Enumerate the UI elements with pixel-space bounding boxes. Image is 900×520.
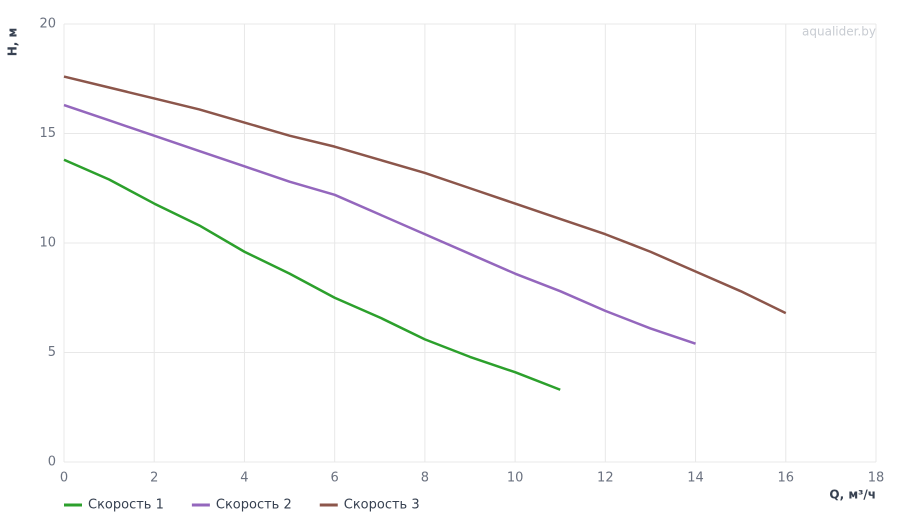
legend-label: Скорость 3: [344, 498, 420, 513]
series-line: [63, 158, 561, 391]
legend-label: Скорость 2: [216, 498, 292, 513]
watermark: aqualider.by: [802, 25, 876, 39]
series-line: [63, 103, 696, 345]
y-tick-label: 20: [39, 17, 56, 32]
y-tick-label: 0: [48, 455, 56, 470]
x-tick-label: 0: [60, 471, 68, 486]
x-tick-label: 16: [778, 471, 795, 486]
x-tick-label: 6: [331, 471, 339, 486]
x-tick-label: 10: [507, 471, 524, 486]
legend-label: Скорость 1: [88, 498, 164, 513]
y-tick-label: 5: [48, 345, 56, 360]
x-tick-label: 14: [687, 471, 704, 486]
x-tick-label: 2: [150, 471, 158, 486]
x-tick-label: 8: [421, 471, 429, 486]
y-axis-label: H, м: [6, 28, 20, 57]
x-tick-label: 4: [240, 471, 248, 486]
y-tick-label: 10: [39, 236, 56, 251]
y-tick-label: 15: [39, 126, 56, 141]
x-tick-label: 12: [597, 471, 614, 486]
x-tick-label: 18: [868, 471, 885, 486]
series-line: [63, 75, 787, 315]
x-axis-label: Q, м³/ч: [829, 488, 876, 502]
